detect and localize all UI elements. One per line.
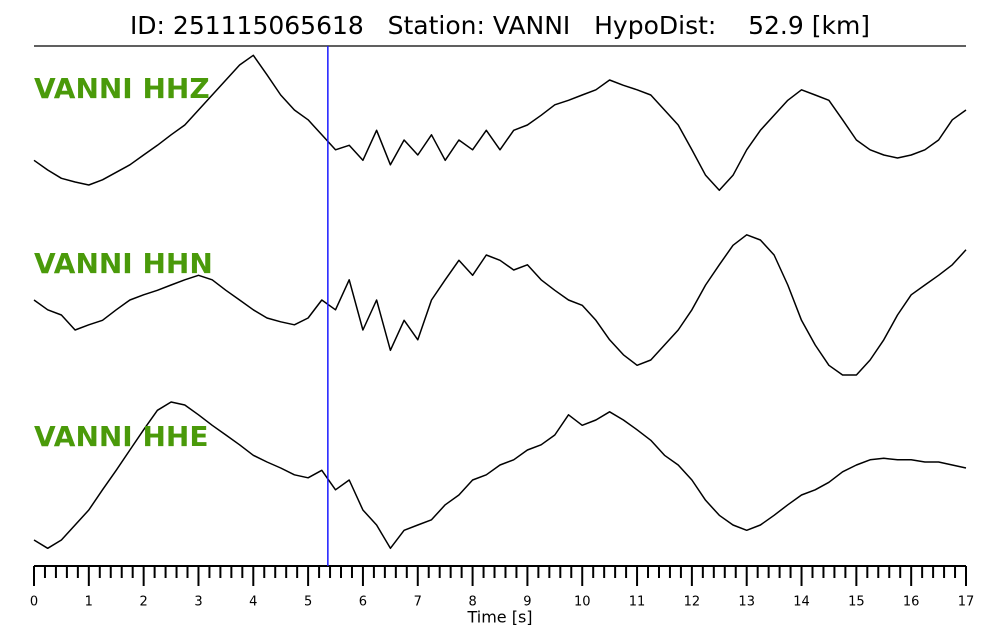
trace-label: VANNI HHE [34, 420, 208, 453]
x-tick-label: 1 [85, 595, 93, 610]
x-tick-label: 4 [249, 595, 257, 610]
chart-title: ID: 251115065618 Station: VANNI HypoDist… [130, 11, 870, 40]
trace [33, 54, 967, 192]
x-tick-label: 16 [903, 595, 920, 610]
x-tick-label: 3 [194, 595, 202, 610]
x-tick-label: 17 [958, 595, 975, 610]
trace-label: VANNI HHN [34, 247, 213, 280]
trace-label: VANNI HHZ [34, 72, 210, 105]
x-tick-label: 9 [523, 595, 531, 610]
x-tick-label: 12 [684, 595, 701, 610]
x-tick-label: 2 [140, 595, 148, 610]
x-tick-label: 13 [738, 595, 755, 610]
x-tick-label: 15 [848, 595, 865, 610]
trace [33, 234, 967, 376]
x-tick-label: 14 [793, 595, 810, 610]
x-tick-label: 8 [468, 595, 476, 610]
x-tick-label: 11 [629, 595, 646, 610]
x-tick-label: 5 [304, 595, 312, 610]
x-axis-label: Time [s] [466, 608, 532, 627]
x-tick-label: 10 [574, 595, 591, 610]
x-tick-label: 6 [359, 595, 367, 610]
x-tick-label: 0 [30, 595, 38, 610]
x-tick-label: 7 [414, 595, 422, 610]
trace [33, 401, 967, 550]
